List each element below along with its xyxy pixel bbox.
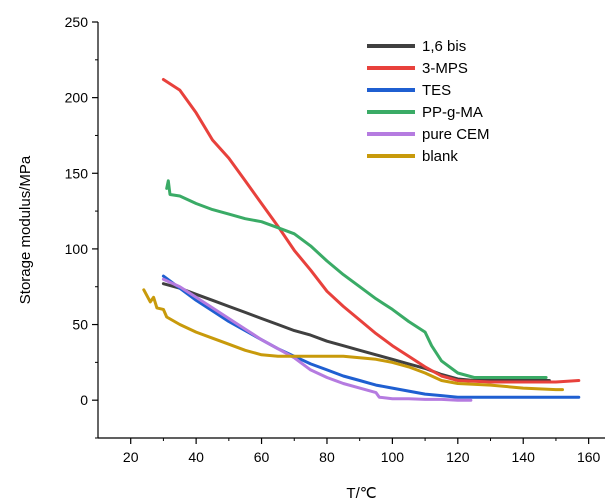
axes (97, 22, 605, 439)
y-tick-label: 100 (65, 241, 89, 257)
y-tick-label: 200 (65, 90, 89, 106)
series-line-2 (161, 78, 581, 384)
y-tick-label: 0 (80, 392, 88, 408)
legend-label: blank (422, 148, 458, 165)
x-tick-label: 20 (123, 449, 139, 465)
y-tick-label: 50 (72, 317, 88, 333)
y-tick-label: 250 (65, 14, 89, 30)
legend-label: 1,6 bis (422, 38, 466, 55)
y-axis-title: Storage modulus/MPa (17, 155, 34, 304)
y-ticks: 0 50 100 150 200 250 (65, 14, 98, 439)
x-tick-label: 160 (577, 449, 601, 465)
legend-label: pure CEM (422, 126, 490, 143)
legend-label: TES (422, 82, 451, 99)
legend-label: PP-g-MA (422, 104, 483, 121)
series-group (142, 78, 581, 402)
y-tick-label: 150 (65, 165, 89, 181)
legend: 1,6 bis 3-MPS TES PP-g-MA pure CEM blank (367, 38, 490, 165)
series-line-1 (161, 282, 551, 382)
x-tick-label: 40 (188, 449, 204, 465)
series-line-5 (161, 277, 473, 402)
x-axis-title: T/℃ (346, 485, 376, 502)
series-line-3 (161, 274, 581, 399)
legend-label: 3-MPS (422, 60, 468, 77)
x-tick-label: 120 (446, 449, 470, 465)
x-tick-label: 60 (254, 449, 270, 465)
x-tick-label: 80 (319, 449, 335, 465)
x-ticks: 20 40 60 80 100 120 140 160 (123, 438, 601, 465)
series-line-4 (165, 179, 548, 379)
x-tick-label: 140 (512, 449, 536, 465)
series-line-6 (142, 288, 564, 392)
x-tick-label: 100 (381, 449, 405, 465)
